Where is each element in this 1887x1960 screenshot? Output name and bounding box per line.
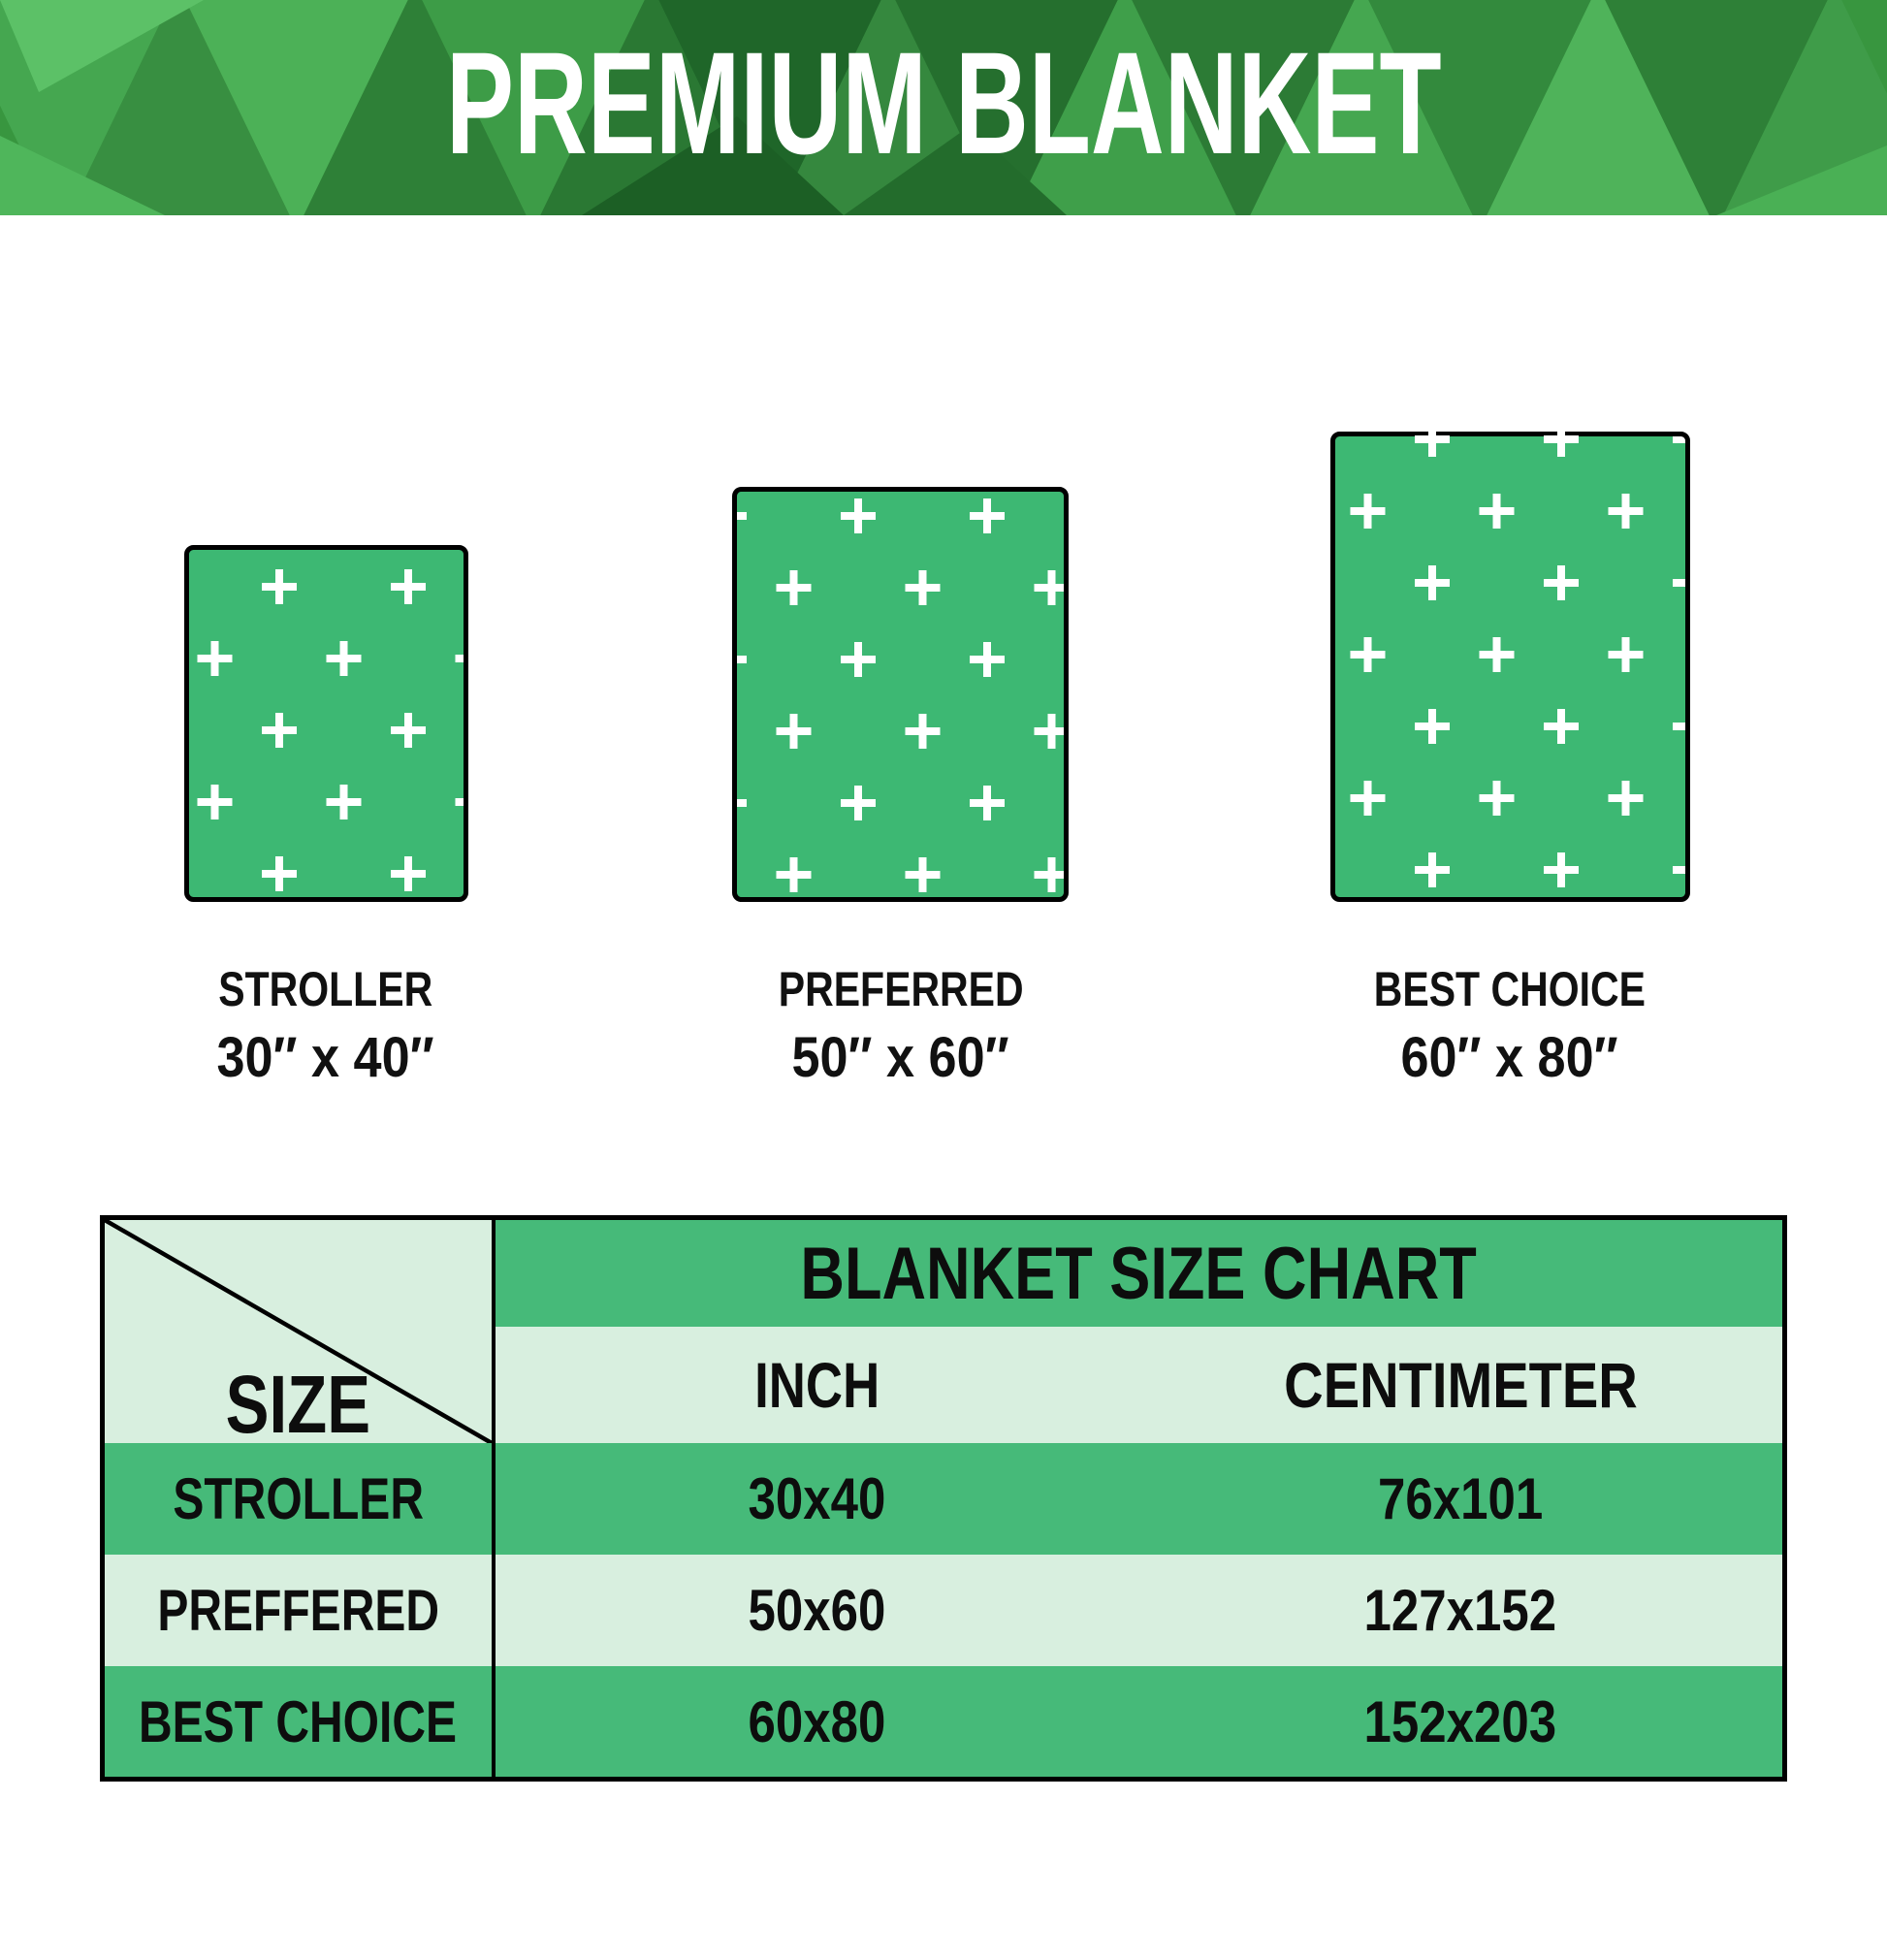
- blanket-preview-preferred: [732, 487, 1069, 902]
- blanket-preview-best-choice: [1330, 422, 1690, 902]
- page-title: PREMIUM BLANKET: [0, 0, 1887, 206]
- blanket-stroller-graphic: [184, 545, 468, 902]
- blanket-preview-stroller: [184, 545, 468, 902]
- size-corner-label: SIZE: [225, 1359, 371, 1450]
- blanket-size-chart-table: SIZE BLANKET SIZE CHART INCH CENTIMETER …: [100, 1215, 1787, 1782]
- row-best-choice-centimeter: 152x203: [1138, 1666, 1782, 1777]
- label-best-choice-name: BEST CHOICE: [1373, 962, 1647, 1016]
- diagonal-line: [105, 1220, 492, 1443]
- label-stroller-dimensions: 30″ x 40″: [216, 1026, 435, 1089]
- low-poly-green-background: [0, 0, 1887, 215]
- label-preferred-name: PREFERRED: [778, 962, 1024, 1016]
- blanket-best-choice-graphic: [1330, 422, 1690, 902]
- row-preffered-centimeter: 127x152: [1138, 1555, 1782, 1666]
- row-stroller-centimeter: 76x101: [1138, 1443, 1782, 1555]
- header-banner: PREMIUM BLANKET: [0, 0, 1887, 215]
- row-best-choice-label: BEST CHOICE: [105, 1666, 496, 1777]
- row-preffered-label: PREFFERED: [105, 1555, 496, 1666]
- row-stroller-label: STROLLER: [105, 1443, 496, 1555]
- column-header-inch: INCH: [496, 1327, 1139, 1443]
- page-title-text: PREMIUM BLANKET: [445, 20, 1442, 184]
- size-corner-cell: SIZE: [105, 1220, 496, 1450]
- label-stroller-name: STROLLER: [218, 962, 433, 1016]
- label-best-choice-dimensions: 60″ x 80″: [1400, 1026, 1619, 1089]
- blanket-preferred-graphic: [732, 487, 1069, 902]
- label-preferred-dimensions: 50″ x 60″: [791, 1026, 1010, 1089]
- row-best-choice-inch: 60x80: [496, 1666, 1139, 1777]
- row-stroller-inch: 30x40: [496, 1443, 1139, 1555]
- row-preffered-inch: 50x60: [496, 1555, 1139, 1666]
- table-title-cell: BLANKET SIZE CHART: [496, 1220, 1782, 1327]
- column-header-centimeter: CENTIMETER: [1138, 1327, 1782, 1443]
